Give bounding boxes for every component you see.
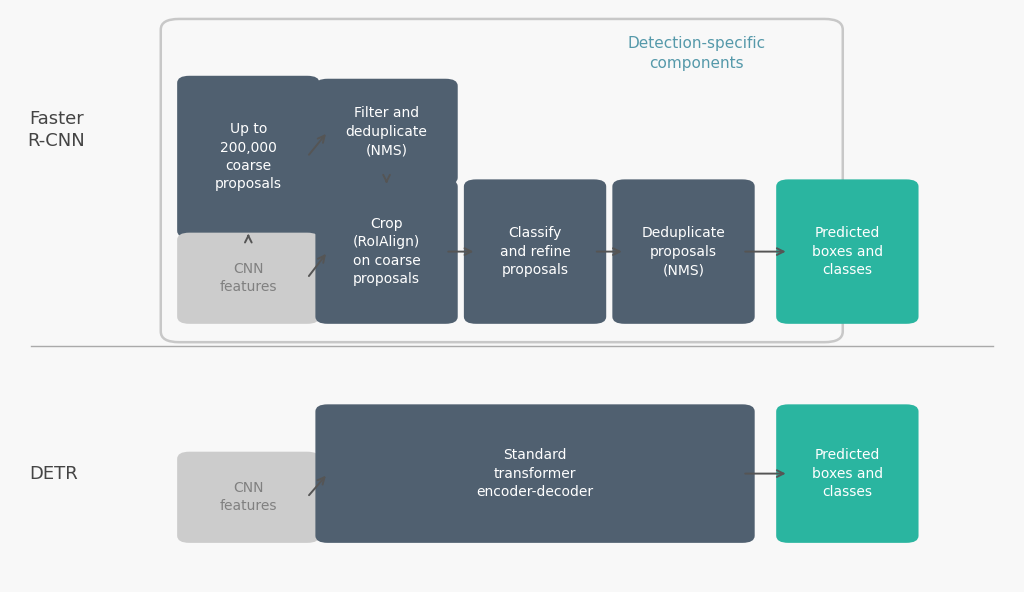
- Text: Up to
200,000
coarse
proposals: Up to 200,000 coarse proposals: [215, 123, 282, 191]
- FancyBboxPatch shape: [315, 79, 458, 185]
- Text: Classify
and refine
proposals: Classify and refine proposals: [500, 226, 570, 277]
- Text: Predicted
boxes and
classes: Predicted boxes and classes: [812, 448, 883, 499]
- FancyBboxPatch shape: [776, 179, 919, 324]
- Text: Detection-specific
components: Detection-specific components: [628, 36, 765, 70]
- Text: Crop
(RoIAlign)
on coarse
proposals: Crop (RoIAlign) on coarse proposals: [352, 217, 421, 286]
- FancyBboxPatch shape: [464, 179, 606, 324]
- Text: Predicted
boxes and
classes: Predicted boxes and classes: [812, 226, 883, 277]
- FancyBboxPatch shape: [776, 404, 919, 543]
- FancyBboxPatch shape: [177, 76, 319, 238]
- Text: Faster
R-CNN: Faster R-CNN: [28, 110, 85, 150]
- Text: DETR: DETR: [29, 465, 78, 482]
- FancyBboxPatch shape: [315, 179, 458, 324]
- Text: CNN
features: CNN features: [219, 481, 278, 513]
- Text: Standard
transformer
encoder-decoder: Standard transformer encoder-decoder: [476, 448, 594, 499]
- FancyBboxPatch shape: [177, 233, 319, 324]
- Text: Filter and
deduplicate
(NMS): Filter and deduplicate (NMS): [346, 107, 427, 157]
- FancyBboxPatch shape: [177, 452, 319, 543]
- Text: Deduplicate
proposals
(NMS): Deduplicate proposals (NMS): [642, 226, 725, 277]
- FancyBboxPatch shape: [612, 179, 755, 324]
- Text: CNN
features: CNN features: [219, 262, 278, 294]
- FancyBboxPatch shape: [315, 404, 755, 543]
